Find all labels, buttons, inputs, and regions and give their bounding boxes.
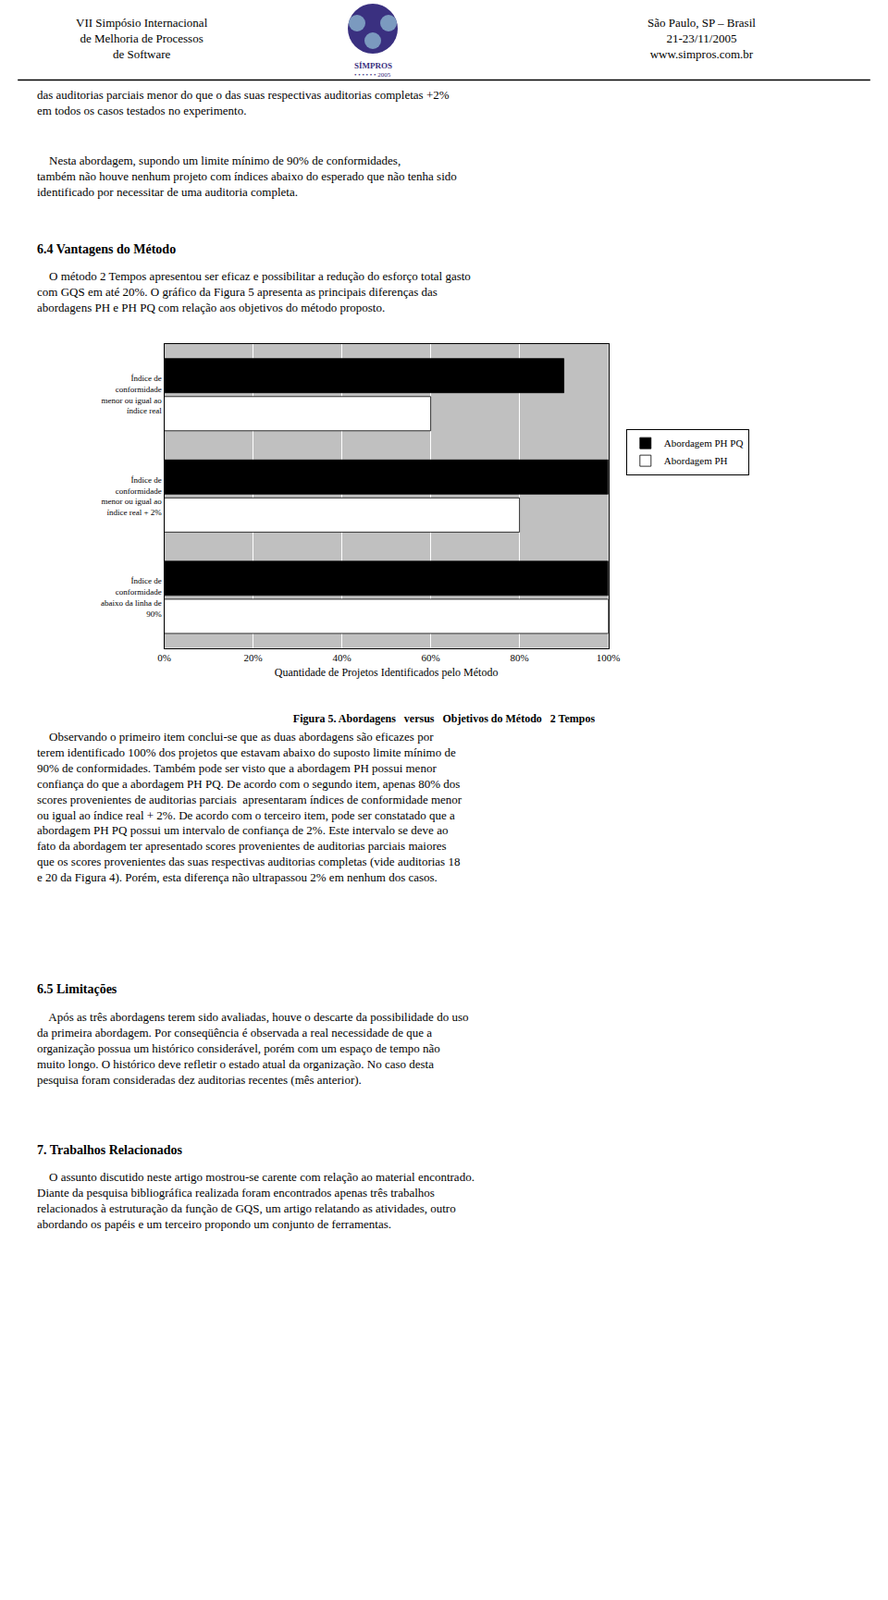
svg-text:Índice deconformidadeabaixo da: Índice deconformidadeabaixo da linha de9… bbox=[100, 576, 162, 618]
svg-text:SÍMPROS: SÍMPROS bbox=[354, 61, 393, 71]
svg-text:40%: 40% bbox=[333, 652, 352, 664]
svg-text:Abordagem PH PQ: Abordagem PH PQ bbox=[664, 437, 744, 449]
svg-text:Nesta abordagem, supondo um li: Nesta abordagem, supondo um limite mínim… bbox=[37, 153, 457, 199]
svg-text:6.5 Limitações: 6.5 Limitações bbox=[37, 982, 118, 997]
svg-text:São Paulo, SP – Brasil21-23/11: São Paulo, SP – Brasil21-23/11/2005www.s… bbox=[647, 15, 756, 62]
svg-text:Índice deconformidademenor ou: Índice deconformidademenor ou igual aoín… bbox=[101, 475, 163, 518]
svg-text:80%: 80% bbox=[510, 652, 530, 664]
svg-text:100%: 100% bbox=[596, 652, 621, 664]
svg-text:• • • • • • 2005: • • • • • • 2005 bbox=[354, 71, 392, 79]
svg-text:6.4 Vantagens do Método: 6.4 Vantagens do Método bbox=[37, 242, 176, 257]
svg-text:0%: 0% bbox=[157, 652, 172, 664]
svg-text:Abordagem PH: Abordagem PH bbox=[664, 455, 728, 467]
svg-text:20%: 20% bbox=[244, 652, 263, 664]
svg-text:Figura 5. Abordagens versus: Figura 5. Abordagens versus Objetivos do… bbox=[293, 712, 596, 726]
svg-text:VII Simpósio Internacionalde M: VII Simpósio Internacionalde Melhoria de… bbox=[75, 15, 209, 62]
svg-text:Observando o primeiro item con: Observando o primeiro item conclui-se qu… bbox=[37, 729, 463, 885]
svg-text:O assunto discutido neste arti: O assunto discutido neste artigo mostrou… bbox=[37, 1170, 475, 1232]
svg-text:60%: 60% bbox=[421, 652, 441, 664]
svg-text:Quantidade de Projetos Identif: Quantidade de Projetos Identificados pel… bbox=[274, 666, 499, 679]
svg-text:Índice deconformidademenor ou: Índice deconformidademenor ou igual aoín… bbox=[101, 373, 163, 416]
svg-text:das auditorias parciais menor: das auditorias parciais menor do que o d… bbox=[37, 87, 450, 118]
svg-text:Após as três abordagens terem: Após as três abordagens terem sido avali… bbox=[37, 1010, 469, 1087]
svg-text:7. Trabalhos Relacionados: 7. Trabalhos Relacionados bbox=[37, 1143, 184, 1158]
svg-text:O método 2 Tempos apresentou s: O método 2 Tempos apresentou ser eficaz … bbox=[37, 269, 471, 315]
